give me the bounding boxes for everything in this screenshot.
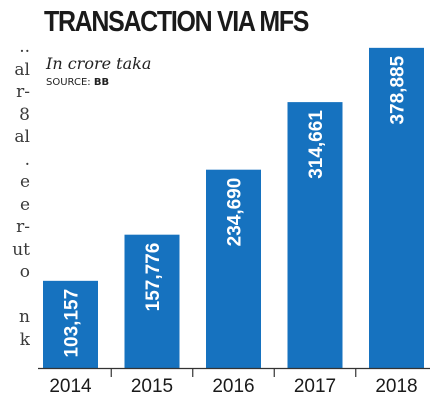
bar-2015 bbox=[124, 234, 180, 368]
chart-source: SOURCE: BB bbox=[46, 77, 109, 88]
chart-title: TRANSACTION VIA MFS bbox=[44, 6, 309, 38]
x-tick-label: 2015 bbox=[131, 376, 173, 397]
bar-value-label: 378,885 bbox=[388, 55, 409, 124]
bar-2018 bbox=[369, 47, 424, 369]
x-tick-label: 2017 bbox=[294, 376, 336, 397]
bar-value-label: 234,690 bbox=[225, 178, 246, 247]
bar-value-label: 157,776 bbox=[143, 243, 164, 312]
background-text-line: k bbox=[19, 329, 30, 350]
bar-2014 bbox=[43, 280, 98, 368]
background-text-line: .. bbox=[19, 37, 30, 57]
background-text-line: 8 bbox=[19, 104, 30, 125]
background-text-line: r- bbox=[16, 82, 30, 102]
background-text-line: e bbox=[19, 194, 30, 215]
background-text-line: al bbox=[14, 59, 30, 80]
source-label: SOURCE: bbox=[46, 77, 91, 88]
background-article-text: .. al r- 8 al. e e r-ut o n k bbox=[0, 36, 30, 351]
x-tick-label: 2016 bbox=[212, 376, 254, 397]
background-text-line: e bbox=[19, 172, 30, 192]
chart-subtitle: In crore taka bbox=[46, 54, 152, 73]
bar-value-label: 314,661 bbox=[306, 110, 327, 179]
background-text-line: ut bbox=[12, 239, 30, 260]
background-text-line: n bbox=[19, 307, 30, 327]
bar-2016 bbox=[206, 169, 261, 368]
background-text-line: . bbox=[24, 149, 30, 170]
background-text-line: r- bbox=[16, 217, 30, 237]
source-value: BB bbox=[93, 77, 110, 88]
x-tick-label: 2018 bbox=[375, 376, 417, 397]
bar-2017 bbox=[287, 102, 343, 369]
bar-value-label: 103,157 bbox=[62, 289, 83, 358]
background-text-line: al bbox=[14, 127, 30, 147]
x-tick-label: 2014 bbox=[49, 376, 92, 397]
background-text-line: o bbox=[19, 262, 30, 282]
